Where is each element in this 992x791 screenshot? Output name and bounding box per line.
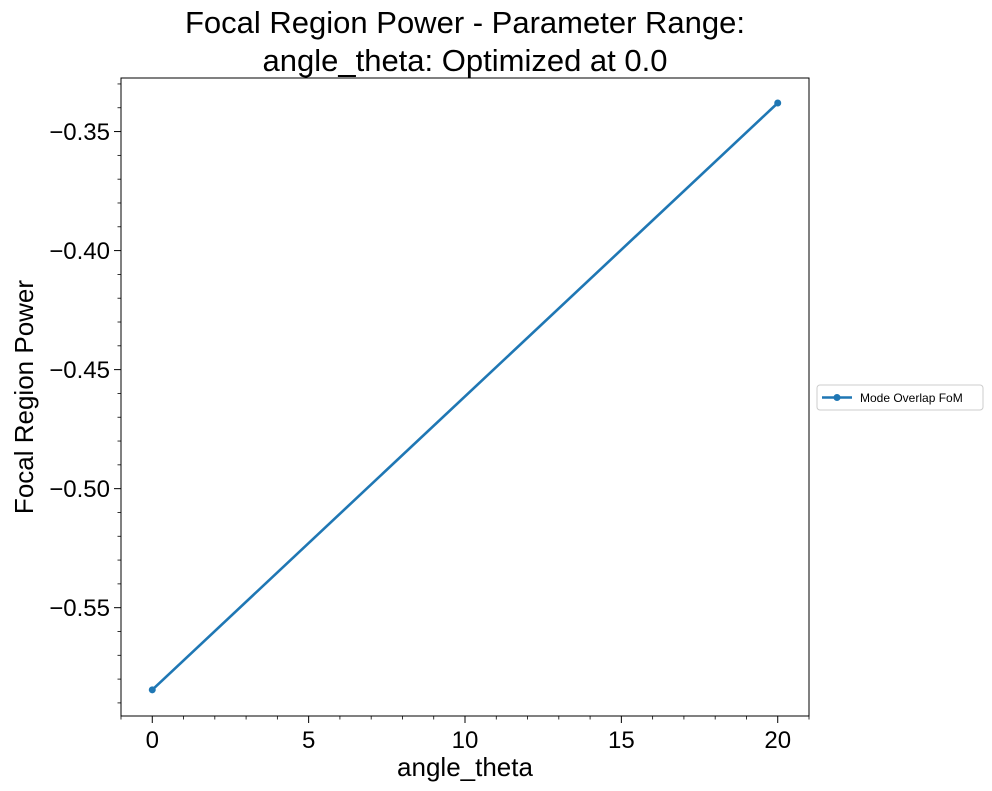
x-axis-label: angle_theta [397,752,533,782]
x-axis-ticks: 0 5 10 15 20 [120,716,810,754]
legend-marker-swatch [833,394,841,401]
x-tick-label: 0 [146,727,159,754]
plot-frame [120,77,810,717]
data-point [148,686,156,694]
legend-entry-label: Mode Overlap FoM [860,391,963,405]
y-tick-label: −0.55 [49,595,110,622]
x-tick-label: 15 [608,727,635,754]
x-tick-label: 5 [302,727,315,754]
x-tick-label: 20 [764,727,791,754]
legend: Mode Overlap FoM [816,384,984,411]
y-tick-label: −0.35 [49,119,110,146]
y-tick-label: −0.40 [49,238,110,265]
chart-title-line-2: angle_theta: Optimized at 0.0 [263,43,668,78]
y-axis-ticks: −0.55 −0.50 −0.45 −0.40 −0.35 [49,83,121,704]
chart-title-line-1: Focal Region Power - Parameter Range: [185,5,745,40]
chart-title: Focal Region Power - Parameter Range: an… [185,5,745,78]
series-line [151,102,779,691]
y-tick-label: −0.50 [49,476,110,503]
y-axis-label: Focal Region Power [9,280,39,514]
legend-box [816,384,984,411]
x-tick-label: 10 [452,727,479,754]
y-tick-label: −0.45 [49,357,110,384]
series-layer [148,99,782,694]
data-point [774,99,782,107]
